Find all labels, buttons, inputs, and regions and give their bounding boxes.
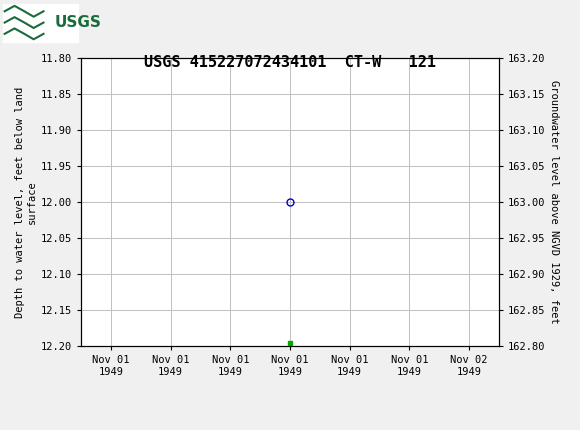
Y-axis label: Groundwater level above NGVD 1929, feet: Groundwater level above NGVD 1929, feet [549,80,560,324]
FancyBboxPatch shape [3,3,78,42]
Y-axis label: Depth to water level, feet below land
surface: Depth to water level, feet below land su… [15,86,37,318]
Text: USGS: USGS [55,15,102,30]
Legend: Period of approved data: Period of approved data [200,429,380,430]
Text: USGS 415227072434101  CT-W   121: USGS 415227072434101 CT-W 121 [144,55,436,70]
